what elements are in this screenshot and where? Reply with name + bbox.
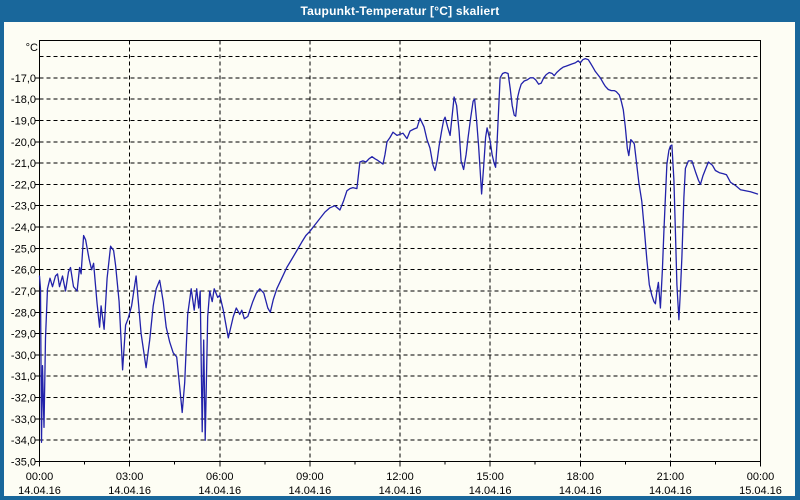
y-tick-label: -20,0 [11, 137, 36, 149]
y-tick-label: -33,0 [11, 414, 36, 426]
y-tick-label: -27,0 [11, 286, 36, 298]
y-tick-label: -22,0 [11, 179, 36, 191]
x-tick-date-label: 14.04.16 [379, 485, 422, 497]
x-tick-date-label: 14.04.16 [18, 485, 61, 497]
x-tick-time-label: 09:00 [296, 471, 324, 483]
x-tick-date-label: 14.04.16 [198, 485, 241, 497]
dewpoint-series-line [38, 57, 759, 443]
y-axis-unit-label: °C [26, 42, 38, 54]
y-tick-label: -17,0 [11, 73, 36, 85]
y-tick-label: -24,0 [11, 222, 36, 234]
y-tick-label: -25,0 [11, 243, 36, 255]
x-tick-time-label: 18:00 [566, 471, 594, 483]
window-titlebar[interactable]: Taupunkt-Temperatur [°C] skaliert [0, 0, 800, 22]
x-tick-time-label: 21:00 [657, 471, 685, 483]
x-tick-time-label: 00:00 [26, 471, 54, 483]
x-tick-time-label: 12:00 [386, 471, 414, 483]
x-tick-date-label: 14.04.16 [649, 485, 692, 497]
y-tick-label: -35,0 [11, 457, 36, 469]
x-tick-date-label: 14.04.16 [288, 485, 331, 497]
x-tick-time-label: 06:00 [206, 471, 234, 483]
x-tick-time-label: 03:00 [116, 471, 144, 483]
y-tick-label: -19,0 [11, 115, 36, 127]
x-tick-date-label: 14.04.16 [108, 485, 151, 497]
y-tick-label: -26,0 [11, 265, 36, 277]
y-tick-label: -18,0 [11, 94, 36, 106]
x-tick-date-label: 14.04.16 [469, 485, 512, 497]
x-tick-time-label: 15:00 [476, 471, 504, 483]
x-tick-date-label: 14.04.16 [559, 485, 602, 497]
x-tick-date-label: 15.04.16 [739, 485, 782, 497]
y-tick-label: -30,0 [11, 350, 36, 362]
y-tick-label: -21,0 [11, 158, 36, 170]
x-tick-time-label: 00:00 [747, 471, 775, 483]
y-tick-label: -23,0 [11, 201, 36, 213]
y-tick-label: -28,0 [11, 307, 36, 319]
y-tick-label: -29,0 [11, 329, 36, 341]
y-tick-label: -31,0 [11, 371, 36, 383]
y-tick-label: -32,0 [11, 393, 36, 405]
window-title: Taupunkt-Temperatur [°C] skaliert [300, 4, 500, 18]
y-tick-label: -34,0 [11, 435, 36, 447]
